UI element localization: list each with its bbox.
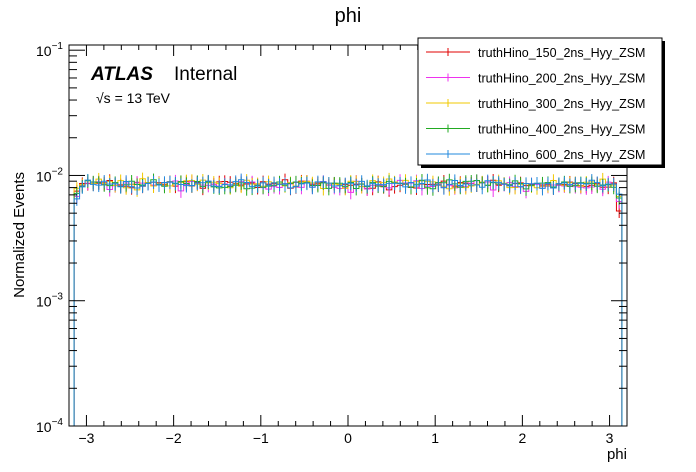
legend-entry-label: truthHino_300_2ns_Hyy_ZSM [478,97,645,111]
x-axis-label: phi [607,446,627,463]
legend-entry-label: truthHino_150_2ns_Hyy_ZSM [478,46,645,60]
y-tick-label: 10−3 [36,292,63,310]
axis-layer: −3 −2 −1 0 1 2 3 10−4 10−3 10−2 10−1 [36,41,628,446]
x-tick-label: −3 [78,430,94,446]
x-tick-label: 3 [606,430,614,446]
x-tick-label: −1 [253,430,269,446]
y-tick-label: 10−2 [36,166,63,184]
series-truthHino_600_2ns_Hyy_ZSM [73,173,623,426]
x-tick-label: 0 [344,430,352,446]
x-tick-label: 1 [431,430,439,446]
legend-entry-label: truthHino_200_2ns_Hyy_ZSM [478,72,645,86]
energy-label: √s = 13 TeV [96,90,171,106]
legend-box [417,37,663,166]
x-tick-label: 2 [518,430,526,446]
legend: truthHino_150_2ns_Hyy_ZSM truthHino_200_2… [417,37,665,168]
atlas-label: ATLAS [90,64,153,85]
y-tick-label: 10−4 [36,417,63,435]
x-tick-label: −2 [166,430,182,446]
chart-title: phi [335,5,362,27]
legend-entry-label: truthHino_400_2ns_Hyy_ZSM [478,123,645,137]
y-axis-label: Normalized Events [11,172,28,298]
legend-entry-label: truthHino_600_2ns_Hyy_ZSM [478,148,645,162]
y-tick-label: 10−1 [36,41,63,59]
internal-label: Internal [174,64,237,85]
series-layer [73,172,623,426]
